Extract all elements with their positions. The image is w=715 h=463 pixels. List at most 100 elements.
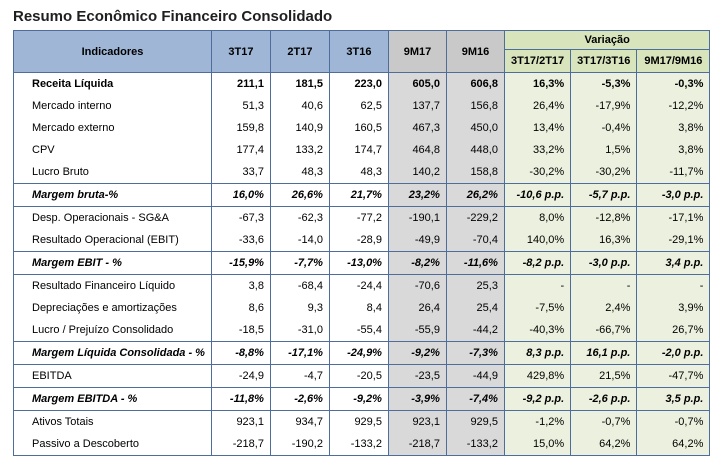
cell-value: -24,9	[211, 364, 271, 388]
cell-value: 174,7	[329, 139, 389, 161]
cell-value: -55,9	[388, 319, 447, 342]
cell-variation: -	[504, 274, 572, 297]
cell-value: -24,9%	[329, 341, 389, 365]
cell-variation: -47,7%	[636, 364, 711, 388]
cell-value: -218,7	[211, 433, 271, 456]
financial-summary-table: Indicadores 3T17 2T17 3T16 9M17 9M16 Var…	[13, 30, 711, 456]
cell-variation: -40,3%	[504, 319, 572, 342]
cell-variation: -0,4%	[570, 117, 638, 139]
header-var-3t17-2t17: 3T17/2T17	[503, 49, 572, 73]
cell-value: 26,4	[388, 297, 447, 319]
cell-variation: -0,3%	[636, 72, 711, 95]
cell-value: 48,3	[270, 161, 330, 184]
cell-value: -67,3	[211, 206, 271, 229]
header-col-2t17: 2T17	[269, 30, 330, 73]
cell-value: -20,5	[329, 364, 389, 388]
cell-value: -13,0%	[329, 251, 389, 275]
cell-value: -190,1	[388, 206, 447, 229]
cell-value: 464,8	[388, 139, 447, 161]
cell-variation: 33,2%	[504, 139, 572, 161]
cell-value: -8,8%	[211, 341, 271, 365]
cell-variation: -8,2 p.p.	[504, 251, 572, 275]
cell-value: 929,5	[446, 410, 505, 433]
row-label: Lucro Bruto	[13, 161, 212, 184]
cell-variation: -3,0 p.p.	[636, 183, 711, 207]
cell-value: -7,4%	[446, 387, 505, 411]
row-label: Passivo a Descoberto	[13, 433, 212, 456]
cell-variation: -10,6 p.p.	[504, 183, 572, 207]
cell-value: -18,5	[211, 319, 271, 342]
cell-value: -28,9	[329, 229, 389, 252]
cell-value: 929,5	[329, 410, 389, 433]
cell-value: -4,7	[270, 364, 330, 388]
cell-value: 137,7	[388, 95, 447, 117]
cell-value: 23,2%	[388, 183, 447, 207]
table-row: Resultado Operacional (EBIT) -33,6 -14,0 -2…	[13, 229, 711, 252]
cell-value: -3,9%	[388, 387, 447, 411]
cell-value: 158,8	[446, 161, 505, 184]
row-label: Margem Líquida Consolidada - %	[13, 341, 212, 365]
cell-value: 26,6%	[270, 183, 330, 207]
cell-variation: -2,0 p.p.	[636, 341, 711, 365]
cell-variation: 8,0%	[504, 206, 572, 229]
cell-value: -133,2	[329, 433, 389, 456]
cell-value: -17,1%	[270, 341, 330, 365]
cell-value: 467,3	[388, 117, 447, 139]
cell-variation: -30,2%	[504, 161, 572, 184]
row-label: Mercado interno	[13, 95, 212, 117]
table-row: CPV 177,4 133,2 174,7 464,8 448,0 33,2% 1,5% 3,8…	[13, 139, 711, 161]
cell-variation: -0,7%	[570, 410, 638, 433]
cell-variation: -11,7%	[636, 161, 711, 184]
cell-variation: 64,2%	[636, 433, 711, 456]
cell-variation: -30,2%	[570, 161, 638, 184]
cell-variation: 3,8%	[636, 117, 711, 139]
row-label: EBITDA	[13, 364, 212, 388]
table-row: Resultado Financeiro Líquido 3,8 -68,4 -24,…	[13, 274, 711, 297]
header-var-9m17-9m16: 9M17/9M16	[636, 49, 711, 73]
cell-value: 211,1	[211, 72, 271, 95]
table-row: Passivo a Descoberto -218,7 -190,2 -133,2 -2…	[13, 433, 711, 456]
header-var-3t17-3t16: 3T17/3T16	[570, 49, 638, 73]
header-indicadores: Indicadores	[13, 30, 212, 73]
cell-value: -190,2	[270, 433, 330, 456]
cell-value: -77,2	[329, 206, 389, 229]
cell-value: 8,4	[329, 297, 389, 319]
cell-variation: -17,1%	[636, 206, 711, 229]
cell-variation: 3,9%	[636, 297, 711, 319]
cell-variation: -	[636, 274, 711, 297]
cell-variation: -17,9%	[570, 95, 638, 117]
table-row: Desp. Operacionais - SG&A -67,3 -62,3 -77,2…	[13, 206, 711, 229]
table-row: EBITDA -24,9 -4,7 -20,5 -23,5 -44,9 429,8% 21,5…	[13, 364, 711, 388]
cell-value: -11,6%	[446, 251, 505, 275]
cell-value: 160,5	[329, 117, 389, 139]
cell-value: -7,7%	[270, 251, 330, 275]
cell-variation: -5,7 p.p.	[570, 183, 638, 207]
cell-value: 448,0	[446, 139, 505, 161]
cell-variation: -5,3%	[570, 72, 638, 95]
cell-value: 177,4	[211, 139, 271, 161]
cell-value: 156,8	[446, 95, 505, 117]
cell-value: 605,0	[388, 72, 447, 95]
cell-value: 3,8	[211, 274, 271, 297]
cell-variation: 3,4 p.p.	[636, 251, 711, 275]
cell-variation: 429,8%	[504, 364, 572, 388]
cell-value: -23,5	[388, 364, 447, 388]
cell-value: -8,2%	[388, 251, 447, 275]
cell-value: -55,4	[329, 319, 389, 342]
cell-value: -229,2	[446, 206, 505, 229]
cell-variation: 16,3%	[570, 229, 638, 252]
cell-value: 159,8	[211, 117, 271, 139]
cell-value: 40,6	[270, 95, 330, 117]
cell-variation: -66,7%	[570, 319, 638, 342]
cell-value: -62,3	[270, 206, 330, 229]
cell-variation: -1,2%	[504, 410, 572, 433]
cell-variation: 26,4%	[504, 95, 572, 117]
table-row: Lucro Bruto 33,7 48,3 48,3 140,2 158,8 -30,2% -…	[13, 161, 711, 184]
row-label: Ativos Totais	[13, 410, 212, 433]
cell-value: -2,6%	[270, 387, 330, 411]
cell-variation: -0,7%	[636, 410, 711, 433]
cell-value: -133,2	[446, 433, 505, 456]
cell-value: -44,2	[446, 319, 505, 342]
table-row: Margem EBITDA - % -11,8% -2,6% -9,2% -3,9% -7…	[13, 387, 711, 411]
row-label: Resultado Operacional (EBIT)	[13, 229, 212, 252]
